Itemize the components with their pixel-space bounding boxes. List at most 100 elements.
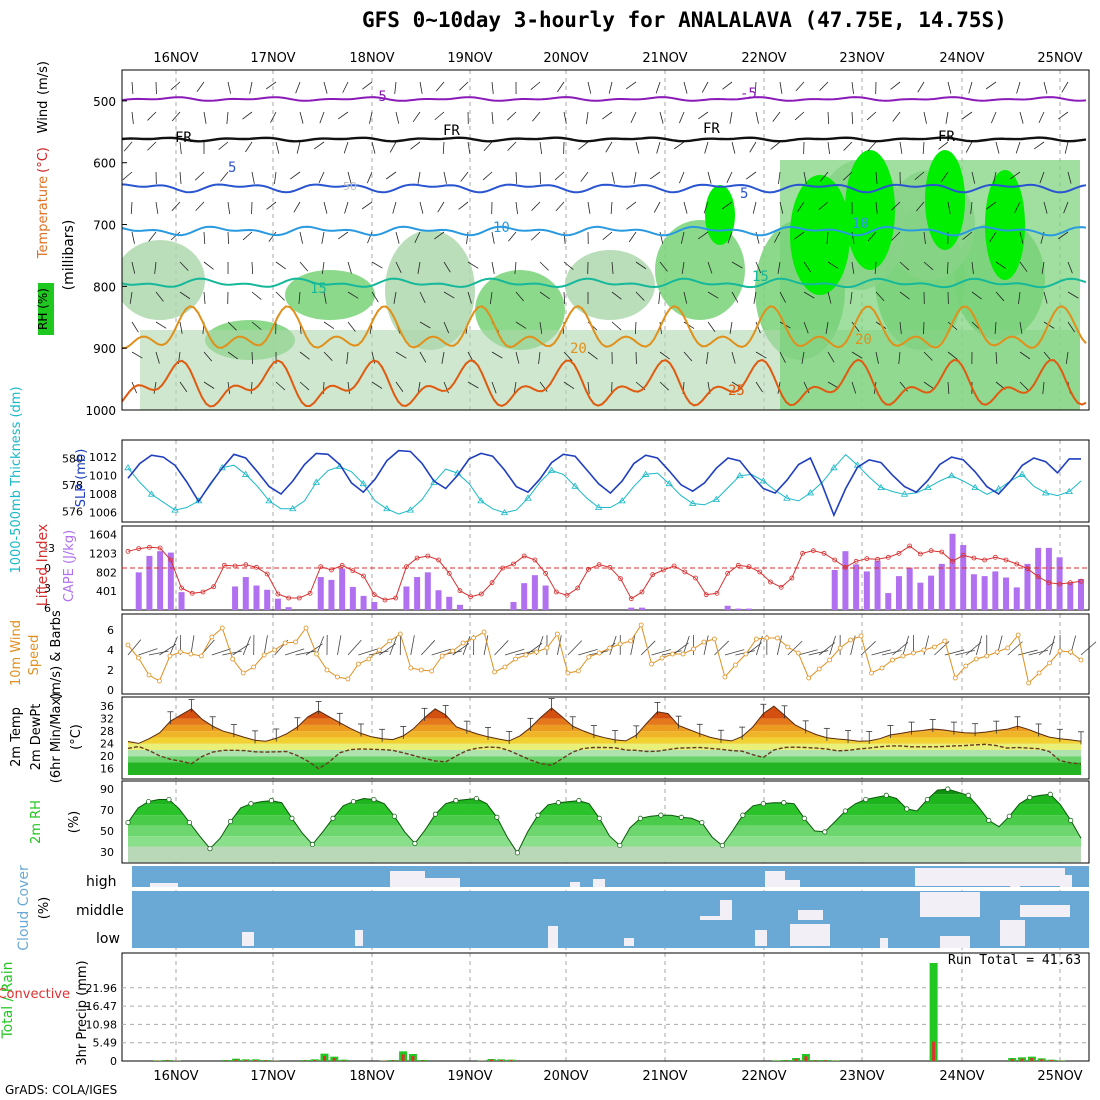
wind-barb xyxy=(171,111,181,122)
rh2m-point xyxy=(494,814,500,820)
rh2m-point xyxy=(350,799,356,805)
cape-bar xyxy=(724,605,731,610)
wind-barb xyxy=(625,81,637,90)
wind10m-barb xyxy=(483,635,489,656)
cape-tick-label: 1604 xyxy=(89,529,117,542)
rh-region xyxy=(115,240,205,320)
wind10m-point xyxy=(534,649,539,655)
thickness-point xyxy=(759,477,768,484)
cape-bar xyxy=(446,596,453,610)
lifted-point xyxy=(168,557,174,563)
wind-barb xyxy=(659,381,670,391)
wind-barb xyxy=(628,231,637,243)
precip-tick-label: 21.96 xyxy=(86,982,118,995)
wind-barb xyxy=(989,231,997,243)
wind-barb xyxy=(634,321,637,335)
wind-barb xyxy=(371,381,383,389)
wind-barb xyxy=(179,171,182,184)
wind-barb xyxy=(466,231,469,244)
lifted-point xyxy=(221,562,227,568)
cape-axis-label: CAPE (J/kg) xyxy=(62,530,77,602)
lifted-point xyxy=(992,554,998,560)
lifted-point xyxy=(896,550,902,556)
wind-barb xyxy=(437,201,445,213)
wind-barb xyxy=(539,321,543,334)
wind10m-barb xyxy=(871,649,891,656)
wind10m-barb xyxy=(410,635,415,656)
precip-tick-label: 5.49 xyxy=(93,1037,118,1050)
wind10m-point xyxy=(565,670,571,676)
wind-barb xyxy=(460,171,469,182)
wind-barb xyxy=(947,381,950,394)
wind-barb xyxy=(630,111,637,124)
wind10m-point xyxy=(397,631,403,637)
rh2m-point xyxy=(1006,813,1012,819)
wind-barb xyxy=(489,291,493,304)
wind10m-point xyxy=(523,652,529,658)
thickness-slp-frame xyxy=(121,439,1090,523)
wind10m-barb xyxy=(462,636,471,656)
wind10m-barb xyxy=(1049,635,1056,656)
wind-barb xyxy=(578,141,589,150)
wind-barb xyxy=(1019,231,1024,244)
wind-barb xyxy=(131,81,134,94)
wind-barb xyxy=(275,291,285,301)
wind-barb xyxy=(227,201,231,214)
rh-band xyxy=(128,825,1081,837)
wind-barb xyxy=(923,111,927,124)
lifted-point xyxy=(843,564,848,570)
wind-barb xyxy=(563,111,567,124)
wind-barb xyxy=(347,381,350,394)
rh-high-region xyxy=(985,170,1025,280)
rh-region xyxy=(385,230,475,350)
rh2m-point xyxy=(965,792,971,798)
cape-bar xyxy=(917,582,924,610)
isotherm-label: 5 xyxy=(740,186,748,202)
wind10m-barb xyxy=(504,648,525,656)
wind10m-barb xyxy=(682,635,690,656)
rh2m-point xyxy=(576,798,582,804)
precip-convective-bar xyxy=(303,1060,307,1061)
wind10m-barb xyxy=(776,635,783,656)
rh2m-point xyxy=(863,796,869,803)
rh2m-tick-label: 90 xyxy=(100,783,114,796)
cape-bar xyxy=(960,545,967,610)
wind10m-barb xyxy=(337,635,342,656)
wind10m-barb xyxy=(1018,649,1038,656)
wind-barb xyxy=(633,171,637,184)
isotherm-FR xyxy=(121,136,1087,143)
cloud-mid-clear xyxy=(1020,905,1070,917)
thickness-point xyxy=(383,505,391,512)
wind-barb xyxy=(170,231,181,241)
wind-barb xyxy=(659,111,664,124)
wind-barb xyxy=(794,231,805,240)
wind10m-axis-label-3: (m/s) & Barbs xyxy=(49,610,64,700)
wind-barb xyxy=(343,141,349,154)
wind10m-point xyxy=(439,653,445,659)
rh2m-point xyxy=(760,801,766,807)
isotherm-25 xyxy=(121,358,1087,408)
wind-barb xyxy=(707,321,716,332)
wind-barb xyxy=(1038,111,1045,124)
wind-barb xyxy=(1057,231,1069,240)
x-tick-label-top: 18NOV xyxy=(349,51,394,66)
lifted-point xyxy=(1025,566,1030,572)
lifted-point xyxy=(425,553,431,559)
rh2m-point xyxy=(1027,794,1033,800)
wind-barb xyxy=(803,291,815,299)
wind-barb xyxy=(874,261,877,274)
lifted-point xyxy=(329,567,334,573)
wind-barb xyxy=(467,381,479,389)
cape-bar xyxy=(885,593,892,610)
wind10m-point xyxy=(879,665,885,671)
wind-barb xyxy=(434,231,445,240)
wind-barb xyxy=(827,351,835,363)
precip-convective-bar xyxy=(244,1060,248,1061)
wind10m-point xyxy=(911,650,916,656)
lifted-point xyxy=(1035,574,1041,580)
wind-barb xyxy=(923,351,933,361)
cape-bar xyxy=(424,572,431,610)
rh2m-point xyxy=(842,808,848,814)
wind-barb xyxy=(318,171,325,184)
isotherm-label: -5 xyxy=(370,89,387,105)
